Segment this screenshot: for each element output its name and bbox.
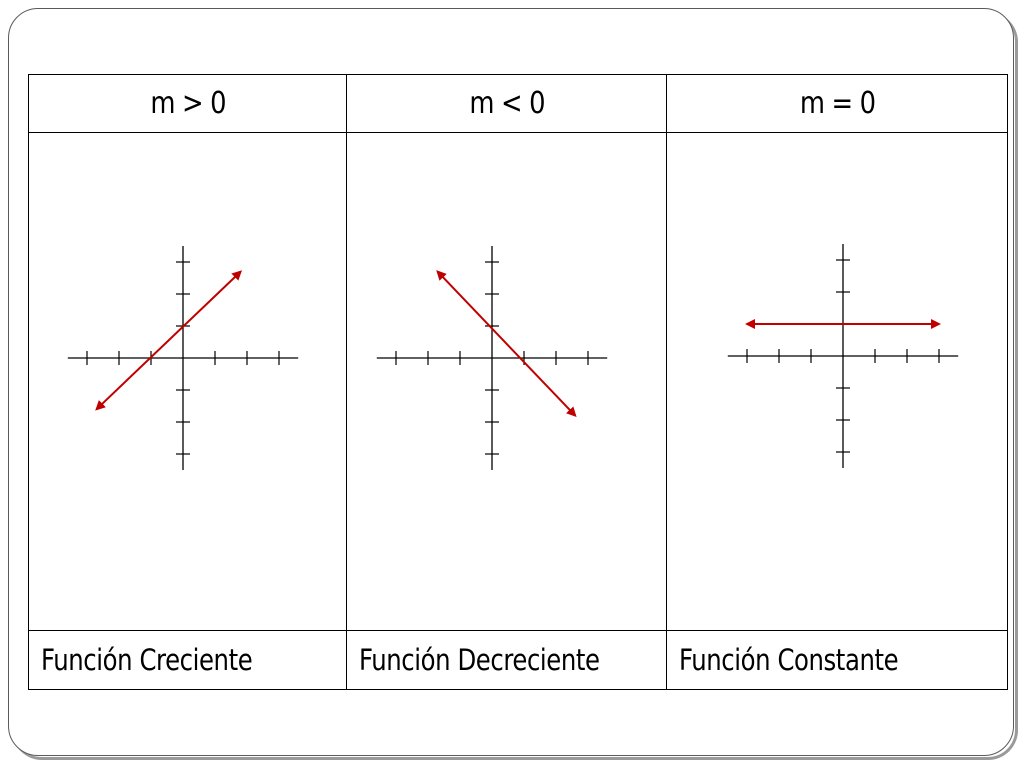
slope-line <box>95 270 243 411</box>
header-negative-slope: m < 0 <box>368 74 645 133</box>
slope-comparison-table: m > 0 m < 0 m = 0 Función Creciente Func… <box>28 74 1008 690</box>
caption-row: Función Creciente Función Decreciente Fu… <box>28 630 1008 690</box>
caption-text: Función Constante <box>679 643 899 677</box>
graph-cell-decreasing <box>346 132 667 631</box>
graph-cell-increasing <box>28 132 347 631</box>
condition-label: m < 0 <box>468 86 545 121</box>
decreasing-function-graph <box>376 246 608 470</box>
caption-increasing: Función Creciente <box>28 630 347 690</box>
header-row: m > 0 m < 0 m = 0 <box>29 74 1008 133</box>
slide-shadow <box>12 12 1018 760</box>
caption-text: Función Decreciente <box>359 643 600 677</box>
caption-constant: Función Constante <box>666 630 1008 690</box>
condition-label: m > 0 <box>149 86 226 121</box>
graph-row <box>28 132 1008 631</box>
header-zero-slope: m = 0 <box>689 74 985 133</box>
constant-function-graph <box>727 244 959 468</box>
header-positive-slope: m > 0 <box>50 74 325 133</box>
slope-line <box>436 270 577 418</box>
graph-cell-constant <box>666 132 1008 631</box>
caption-decreasing: Función Decreciente <box>346 630 667 690</box>
caption-text: Función Creciente <box>41 643 253 677</box>
condition-label: m = 0 <box>799 86 875 121</box>
increasing-function-graph <box>67 246 299 470</box>
